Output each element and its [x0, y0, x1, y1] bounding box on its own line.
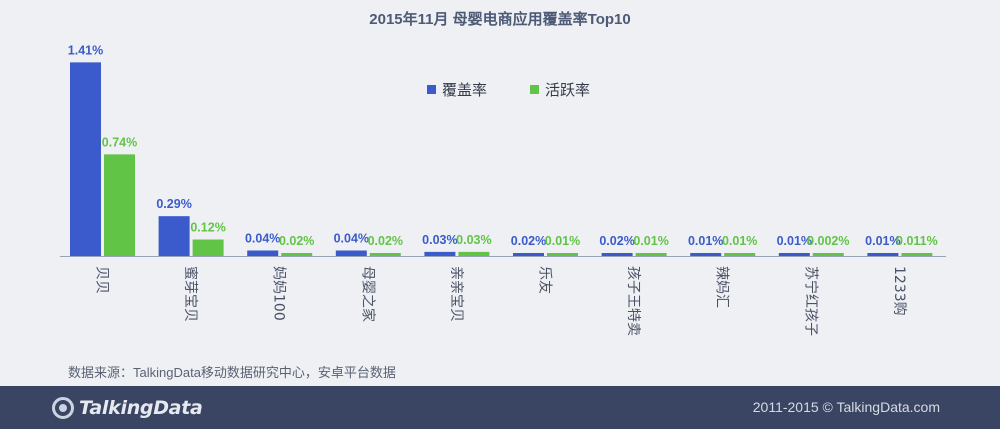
bar-coverage-7: [690, 253, 722, 256]
logo-text: TalkingData: [79, 397, 203, 419]
bars: 1.41%0.74%0.29%0.12%0.04%0.02% 0.04%0.02%…: [68, 43, 938, 256]
bar-active-8: [812, 253, 844, 256]
category-label-6: 孩子王特卖: [625, 266, 641, 336]
chart: 2015年11月 母婴电商应用覆盖率Top10 覆盖率 活跃率 1.41% 0.74…: [60, 10, 946, 380]
category-label-0: 贝贝: [94, 266, 110, 294]
data-label-coverage-4: 0.03%: [422, 233, 457, 247]
category-labels: 贝贝 蜜芽宝贝 妈妈100 母婴之家 亲亲宝贝 乐友 孩子王特卖 辣妈汇 苏宁红孩子 1233购: [94, 266, 907, 336]
bar-active-4: [458, 251, 490, 256]
category-label-8: 苏宁红孩子: [802, 266, 819, 336]
bar-coverage-6: [601, 253, 633, 256]
data-label-active-0: 0.74%: [102, 135, 137, 149]
bar-active-5: [547, 253, 578, 256]
bar-coverage-2: [247, 250, 279, 256]
data-label-active-8: 0.002%: [807, 234, 849, 248]
bar-coverage-4: [424, 251, 456, 256]
bar-active-0: [104, 154, 135, 256]
data-label-coverage-2: 0.04%: [245, 232, 280, 246]
category-label-1: 蜜芽宝贝: [182, 266, 198, 322]
data-label-active-7: 0.01%: [722, 234, 757, 248]
talkingdata-logo: TalkingData: [52, 395, 203, 421]
bar-coverage-1: [158, 216, 190, 256]
legend-swatch-active: [530, 85, 539, 94]
bar-active-1: [192, 239, 224, 256]
category-label-2: 妈妈100: [271, 266, 287, 321]
legend-label-active: 活跃率: [545, 81, 590, 99]
bar-active-7: [724, 253, 756, 256]
bar-coverage-8: [778, 253, 810, 256]
legend-swatch-coverage: [427, 85, 436, 94]
data-label-active-2: 0.02%: [279, 234, 314, 248]
logo-icon: [52, 397, 74, 419]
bar-coverage-3: [335, 250, 367, 256]
copyright-text: 2011-2015 © TalkingData.com: [752, 399, 940, 415]
data-label-active-9: 0.011%: [896, 234, 938, 248]
data-label-active-3: 0.02%: [368, 234, 403, 248]
data-label-coverage-5: 0.02%: [511, 234, 546, 248]
data-label-coverage-8: 0.01%: [777, 234, 812, 248]
data-label-coverage-0: 1.41%: [68, 43, 103, 57]
legend: 覆盖率 活跃率: [427, 81, 590, 99]
category-label-4: 亲亲宝贝: [448, 266, 464, 322]
category-label-9: 1233购: [891, 266, 907, 316]
bar-coverage-0: [70, 62, 101, 256]
data-label-coverage-6: 0.02%: [599, 234, 634, 248]
data-label-coverage-7: 0.01%: [688, 234, 723, 248]
legend-label-coverage: 覆盖率: [442, 81, 487, 99]
data-label-active-4: 0.03%: [456, 233, 491, 247]
source-note: 数据来源：TalkingData移动数据研究中心，安卓平台数据: [68, 365, 396, 380]
bar-active-9: [901, 253, 933, 256]
category-label-3: 母婴之家: [359, 266, 376, 322]
data-label-coverage-1: 0.29%: [156, 197, 191, 211]
bar-coverage-5: [513, 253, 544, 256]
bar-active-2: [281, 253, 313, 256]
data-label-coverage-9: 0.01%: [865, 234, 900, 248]
footer-bar: TalkingData 2011-2015 © TalkingData.com: [0, 386, 1000, 429]
bar-active-3: [369, 253, 401, 256]
category-label-7: 辣妈汇: [714, 266, 730, 308]
bar-coverage-9: [867, 253, 899, 256]
category-label-5: 乐友: [537, 266, 553, 294]
data-label-active-6: 0.01%: [633, 234, 668, 248]
chart-title: 2015年11月 母婴电商应用覆盖率Top10: [369, 10, 630, 28]
bar-active-6: [635, 253, 667, 256]
data-label-coverage-3: 0.04%: [334, 232, 369, 246]
data-label-active-1: 0.12%: [190, 221, 225, 235]
data-label-active-5: 0.01%: [545, 234, 580, 248]
